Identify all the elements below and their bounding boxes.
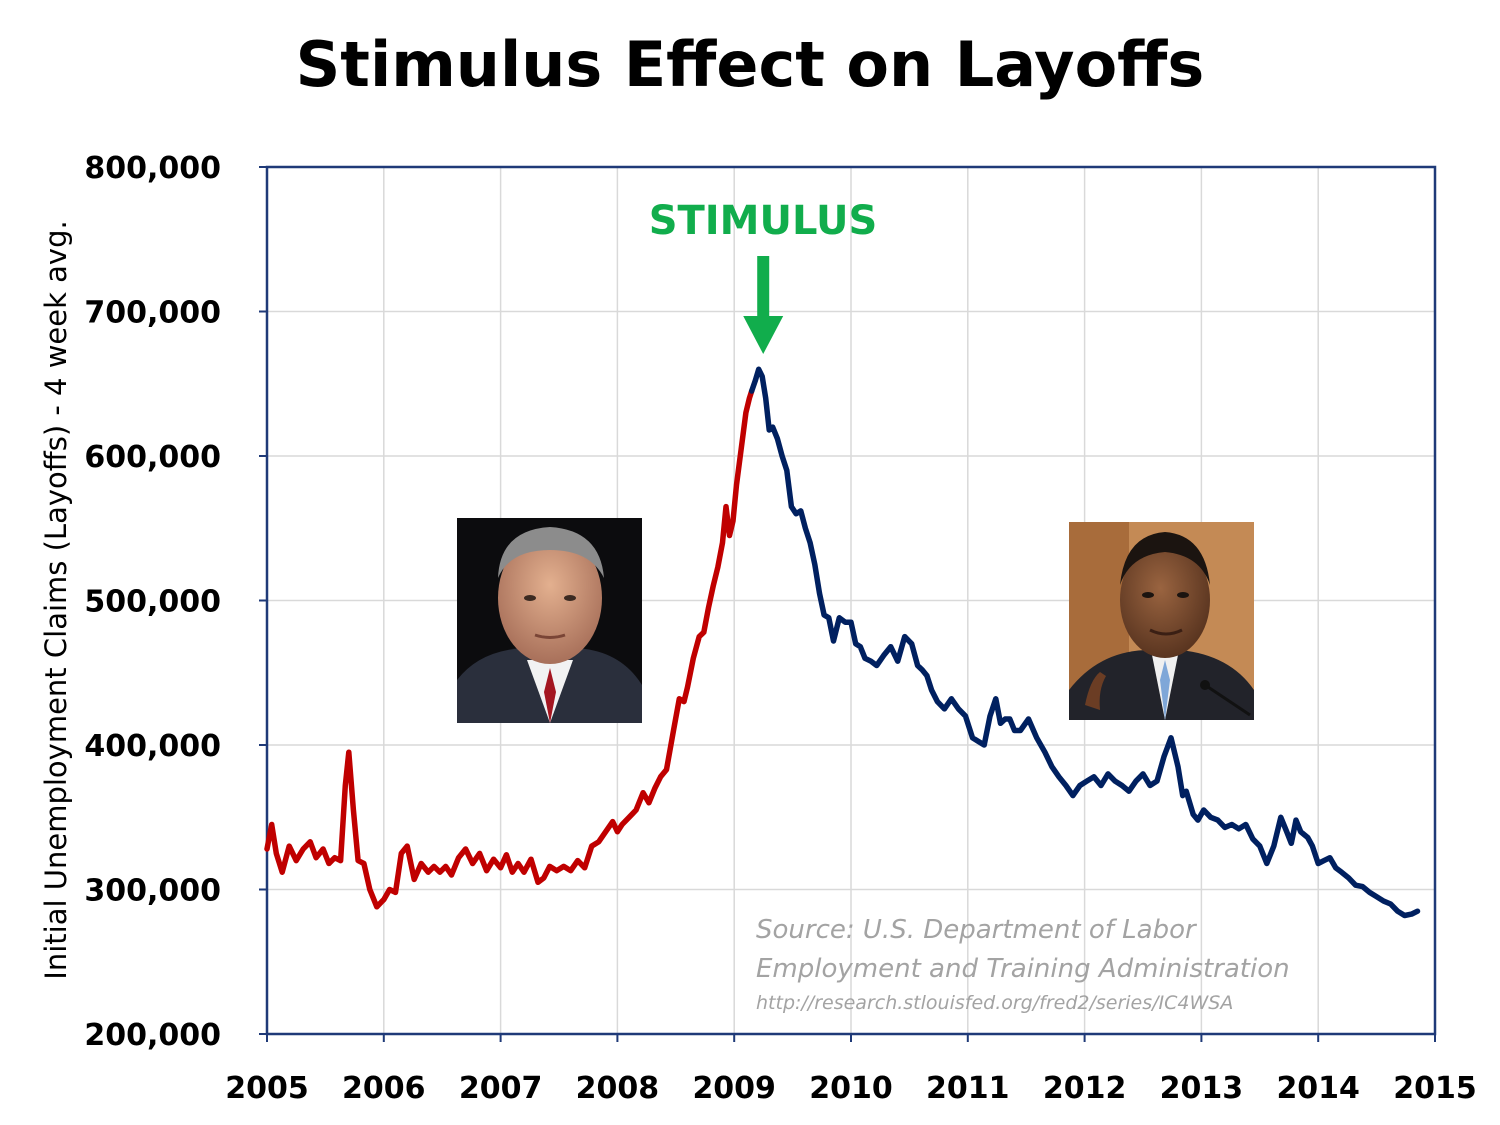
y-tick-label: 500,000 — [84, 585, 221, 620]
x-tick-label: 2013 — [1160, 1071, 1244, 1106]
stimulus-arrow-head — [743, 316, 784, 354]
stimulus-arrow-shaft — [757, 256, 770, 318]
y-tick-label: 200,000 — [84, 1018, 221, 1053]
x-tick-label: 2010 — [809, 1071, 893, 1106]
y-tick-label: 800,000 — [84, 151, 221, 186]
y-tick-label: 600,000 — [84, 440, 221, 475]
source-line-1: Source: U.S. Department of Labor — [756, 915, 1198, 945]
gridlines — [266, 166, 1436, 1035]
stimulus-arrow — [743, 256, 784, 354]
y-tick-label: 700,000 — [84, 296, 221, 331]
stimulus-label: STIMULUS — [649, 198, 878, 244]
x-tick-label: 2008 — [576, 1071, 660, 1106]
y-axis-ticks: 200,000 300,000 400,000 500,000 600,000 700,0… — [84, 151, 267, 1053]
x-tick-label: 2007 — [459, 1071, 543, 1106]
y-tick-label: 400,000 — [84, 729, 221, 764]
x-tick-label: 2015 — [1393, 1071, 1477, 1106]
x-tick-label: 2009 — [692, 1071, 776, 1106]
series-line-before-stimulus — [264, 388, 755, 910]
series-line-after-stimulus — [748, 366, 1421, 919]
x-axis-ticks: 2005 2006 2007 2008 2009 2010 2011 2012 2013 2014… — [225, 1034, 1477, 1106]
x-tick-label: 2006 — [342, 1071, 426, 1106]
portrait-obama — [1069, 522, 1254, 720]
x-tick-label: 2011 — [926, 1071, 1010, 1106]
chart-title: Stimulus Effect on Layoffs — [295, 28, 1205, 101]
source-line-2: Employment and Training Administration — [756, 954, 1290, 984]
portrait-bush — [457, 518, 642, 723]
y-tick-label: 300,000 — [84, 874, 221, 909]
source-line-3: http://research.stlouisfed.org/fred2/ser… — [756, 992, 1233, 1014]
x-tick-label: 2005 — [225, 1071, 309, 1106]
x-tick-label: 2014 — [1276, 1071, 1360, 1106]
y-axis-label: Initial Unemployment Claims (Layoffs) - … — [39, 220, 73, 979]
x-tick-label: 2012 — [1043, 1071, 1127, 1106]
